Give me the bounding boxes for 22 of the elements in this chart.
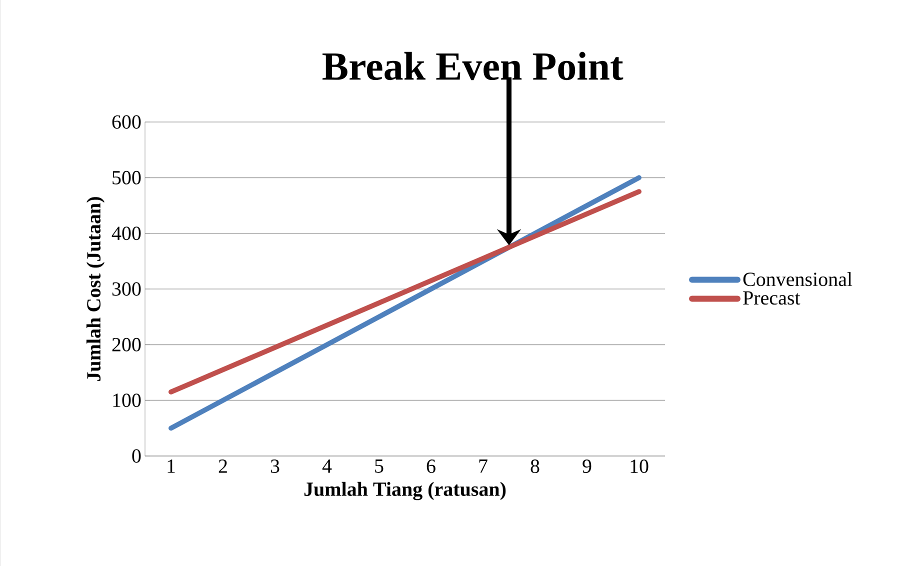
x-tick-label: 7 — [479, 460, 488, 473]
y-tick-label: 600 — [112, 115, 141, 129]
x-tick-label: 6 — [426, 460, 436, 473]
chart-title: Break Even Point — [322, 52, 624, 80]
x-tick-label: 9 — [582, 460, 592, 473]
y-tick-label: 400 — [112, 226, 141, 240]
x-tick-label: 1 — [168, 460, 175, 473]
y-tick-label: 0 — [132, 449, 141, 463]
legend-label: Convensional — [743, 272, 852, 286]
x-tick-label: 10 — [630, 460, 648, 474]
y-axis-title: Jumlah Cost (Jutaan) — [86, 197, 105, 381]
x-axis-title: Jumlah Tiang (ratusan) — [304, 482, 506, 500]
x-tick-label: 2 — [218, 460, 227, 473]
legend-label: Precast — [743, 291, 800, 305]
x-tick-label: 5 — [375, 460, 384, 473]
y-tick-label: 100 — [113, 394, 141, 408]
y-tick-label: 300 — [112, 282, 141, 296]
y-tick-label: 200 — [112, 338, 141, 352]
y-tick-label: 500 — [112, 170, 141, 184]
x-tick-label: 3 — [270, 460, 280, 473]
x-tick-label: 4 — [322, 460, 332, 473]
x-tick-label: 8 — [530, 460, 540, 474]
